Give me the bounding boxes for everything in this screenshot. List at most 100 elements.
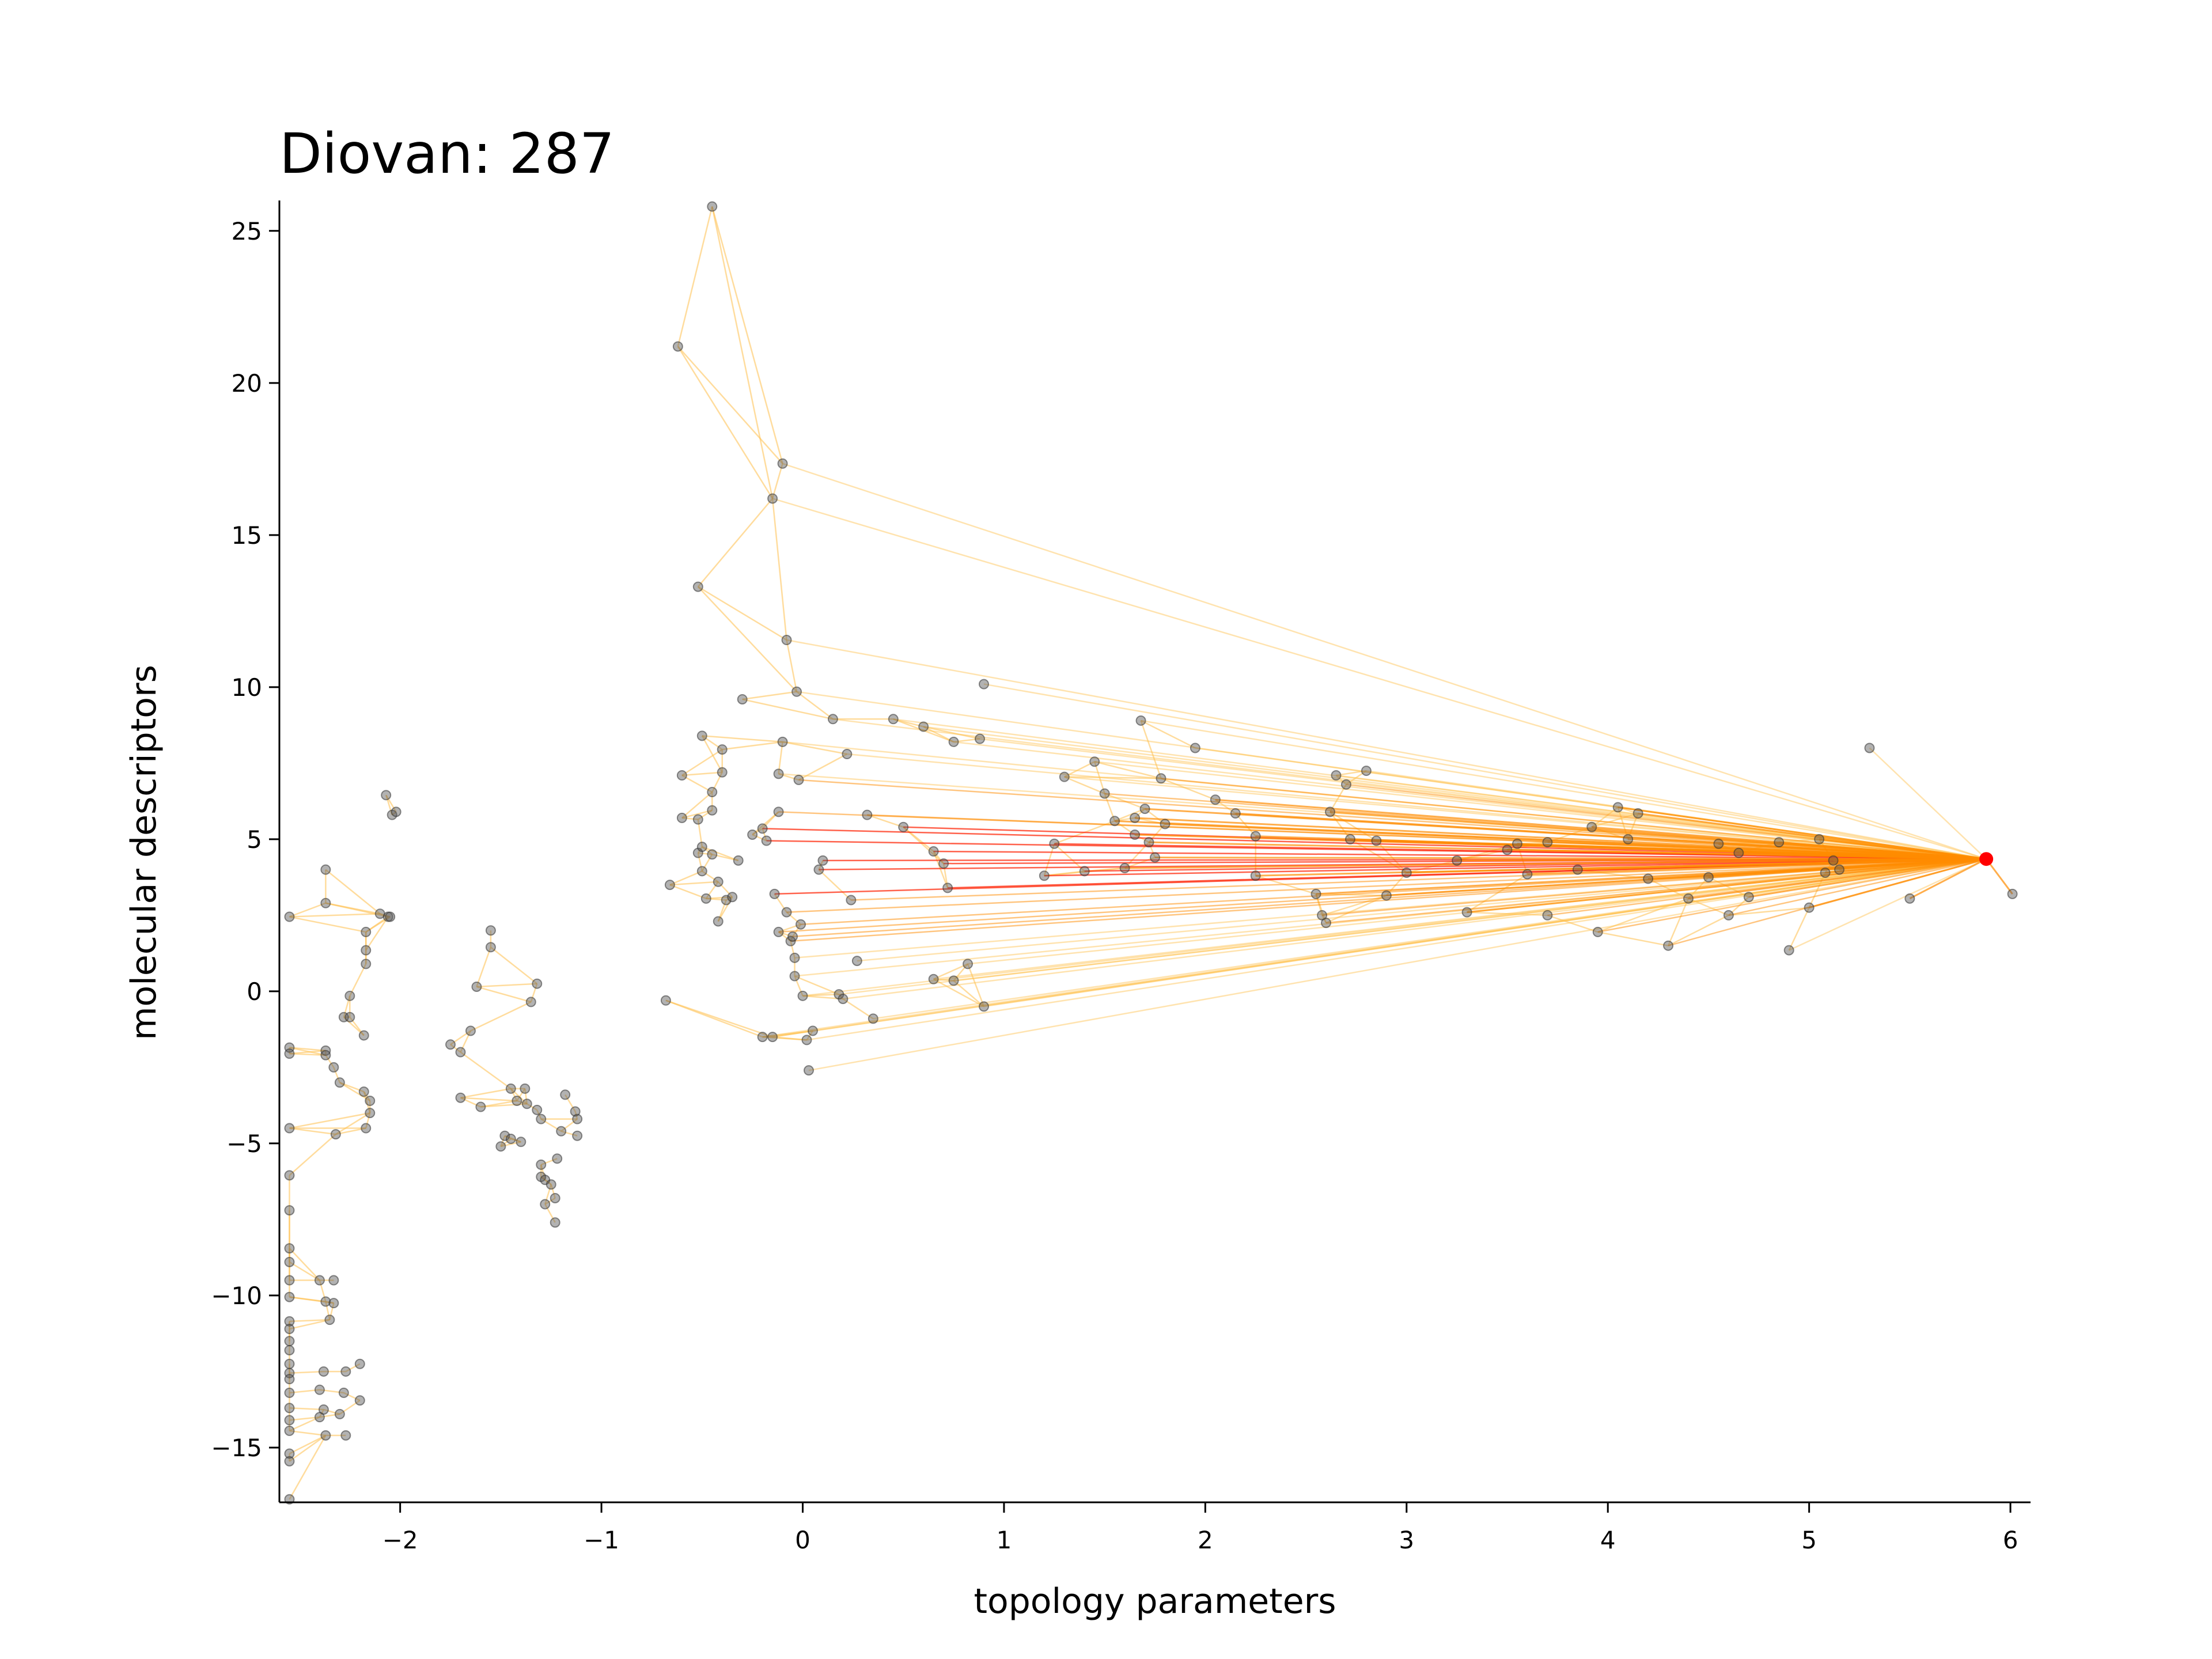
data-point xyxy=(692,814,703,825)
data-point xyxy=(358,1030,369,1041)
edge-line xyxy=(866,814,904,828)
data-point xyxy=(1160,819,1171,830)
edge-line xyxy=(365,916,389,951)
data-point xyxy=(747,829,758,840)
edge-line xyxy=(1161,778,1216,801)
edge-line xyxy=(794,976,804,997)
x-tick-label: 2 xyxy=(1198,1526,1213,1554)
data-point xyxy=(1592,926,1603,937)
data-point xyxy=(284,1275,295,1286)
edge-line xyxy=(786,911,801,925)
data-point xyxy=(1310,888,1321,899)
edge-line xyxy=(742,691,797,700)
edge-line xyxy=(702,870,719,882)
edge-line xyxy=(1161,778,1987,860)
points-layer xyxy=(284,201,2018,1505)
edge-line xyxy=(1839,858,1987,871)
edge-line xyxy=(289,1112,370,1129)
edge-line xyxy=(476,946,492,987)
data-point xyxy=(707,201,718,212)
data-point xyxy=(334,1408,345,1419)
edge-line xyxy=(1335,775,1347,785)
data-point xyxy=(928,846,939,857)
data-point xyxy=(1119,863,1130,874)
data-point xyxy=(1371,835,1382,846)
data-point xyxy=(1828,855,1839,866)
data-point xyxy=(773,768,784,779)
edge-line xyxy=(1064,776,1987,860)
data-point xyxy=(1139,804,1150,815)
edge-line xyxy=(560,1118,578,1132)
data-point xyxy=(284,1243,295,1254)
edge-line xyxy=(343,1392,361,1402)
data-point xyxy=(1130,812,1141,823)
edge-line xyxy=(1329,784,1347,812)
edge-line xyxy=(702,735,783,743)
data-point xyxy=(1612,802,1623,813)
data-point xyxy=(1522,869,1533,880)
edge-line xyxy=(289,1416,320,1432)
data-point xyxy=(1623,834,1634,844)
data-point xyxy=(520,1083,531,1094)
edge-line xyxy=(1141,719,1987,860)
edge-line xyxy=(335,1112,370,1135)
edge-line xyxy=(1547,914,1599,933)
data-point xyxy=(789,971,800,982)
edge-line xyxy=(847,753,1987,860)
edge-line xyxy=(1577,858,1987,871)
edge-line xyxy=(319,1280,327,1302)
edge-line xyxy=(786,639,798,692)
edge-line xyxy=(726,896,733,901)
data-point xyxy=(1804,902,1815,913)
data-point xyxy=(868,1013,878,1024)
data-point xyxy=(761,835,772,846)
data-point xyxy=(898,821,909,832)
edge-line xyxy=(681,771,722,777)
edge-line xyxy=(476,983,537,988)
edge-line xyxy=(786,858,1987,913)
data-point xyxy=(1542,837,1553,848)
edge-line xyxy=(490,946,538,984)
edge-line xyxy=(786,639,1987,860)
data-point xyxy=(284,1048,295,1059)
edge-line xyxy=(325,1301,331,1320)
data-point xyxy=(1321,918,1332,929)
data-point xyxy=(1059,771,1070,782)
edge-line xyxy=(289,1319,330,1330)
data-point xyxy=(801,1035,812,1046)
data-point xyxy=(550,1217,560,1228)
data-point xyxy=(516,1137,527,1147)
data-point xyxy=(570,1106,581,1117)
data-point xyxy=(1663,940,1674,951)
edge-line xyxy=(385,794,397,812)
data-point xyxy=(1512,838,1522,849)
edge-line xyxy=(1597,931,1669,946)
data-point xyxy=(560,1089,571,1100)
edge-line xyxy=(500,1138,512,1147)
edge-line xyxy=(1748,858,1987,898)
edge-line xyxy=(808,858,1987,1071)
data-point xyxy=(354,1358,365,1369)
data-point xyxy=(314,1412,325,1423)
edge-line xyxy=(752,834,767,842)
data-point xyxy=(328,1298,339,1309)
edge-line xyxy=(701,735,723,773)
edge-line xyxy=(460,1051,512,1089)
edge-line xyxy=(933,978,984,1007)
data-point xyxy=(499,1130,510,1141)
data-point xyxy=(381,790,392,801)
edge-line xyxy=(289,1050,326,1055)
x-tick-label: 3 xyxy=(1399,1526,1414,1554)
data-point xyxy=(1049,838,1060,849)
edge-line xyxy=(677,346,783,464)
data-point xyxy=(777,736,788,747)
data-point xyxy=(1130,829,1141,840)
data-point xyxy=(1452,855,1463,866)
edge-line xyxy=(953,963,968,982)
edge-line xyxy=(802,858,1987,997)
edge-line xyxy=(812,858,1987,1032)
x-axis-label: topology parameters xyxy=(974,1581,1336,1622)
data-point xyxy=(284,1256,295,1267)
data-point xyxy=(365,1095,376,1106)
x-tick-label: −2 xyxy=(382,1526,418,1554)
